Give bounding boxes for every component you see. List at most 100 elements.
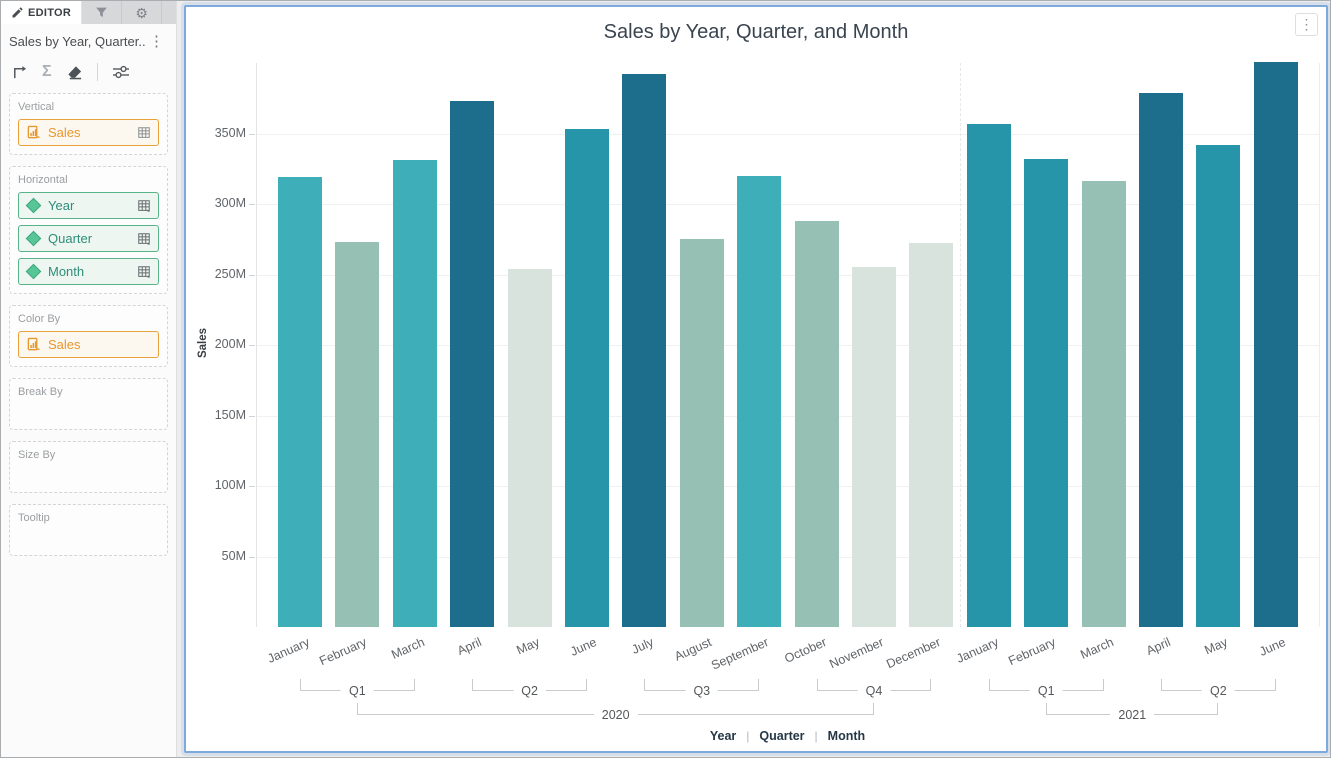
bar-march-2021[interactable] xyxy=(1081,181,1126,627)
well-size-by[interactable]: Size By xyxy=(9,441,168,493)
bar-may-2020[interactable] xyxy=(507,268,552,627)
widget-title: Sales by Year, Quarter... xyxy=(9,34,145,49)
bar-january-2020[interactable] xyxy=(278,177,322,627)
tabbar-filler xyxy=(162,1,176,24)
legend-level-year[interactable]: Year xyxy=(709,729,737,743)
quarter-bracket-q1-0: Q1 xyxy=(300,679,415,698)
bar-june-2020[interactable] xyxy=(565,129,609,627)
bar-april-2020[interactable] xyxy=(450,101,495,627)
bar-november-2020[interactable] xyxy=(852,267,896,627)
quarter-label: Q2 xyxy=(1202,684,1235,698)
bar-april-2021[interactable] xyxy=(1139,92,1183,627)
pencil-icon xyxy=(11,7,23,19)
legend-separator: | xyxy=(746,729,750,743)
dimension-icon xyxy=(25,230,42,247)
ytick-mark-100M xyxy=(249,486,255,487)
ytick-mark-50M xyxy=(249,556,255,558)
toolbar-divider xyxy=(96,63,98,81)
chart-kebab-button[interactable]: ⋮ xyxy=(1295,13,1318,36)
quarter-label: Q4 xyxy=(857,684,891,698)
well-color-by[interactable]: Color By Sales xyxy=(9,305,168,367)
editor-panel: EDITOR ⚙ Sales by Year, Quarter... ⋮ Σ xyxy=(1,1,177,757)
legend-separator: | xyxy=(814,729,818,743)
grid-icon[interactable] xyxy=(137,232,151,246)
grid-icon[interactable] xyxy=(137,199,151,213)
ytick-mark-300M xyxy=(249,204,255,205)
bar-february-2021[interactable] xyxy=(1024,158,1069,627)
swap-axes-icon[interactable] xyxy=(11,64,28,81)
quarter-bracket-q3-2: Q3 xyxy=(644,679,760,698)
bar-march-2020[interactable] xyxy=(392,160,437,627)
year-bracket-2021: 2021 xyxy=(1046,703,1219,722)
plot-right-border xyxy=(1319,63,1320,627)
bar-september-2020[interactable] xyxy=(737,175,782,627)
dimension-icon xyxy=(25,263,42,280)
quarter-label: Q2 xyxy=(513,684,546,698)
grid-icon[interactable] xyxy=(137,126,151,140)
bar-july-2020[interactable] xyxy=(622,74,667,627)
legend-level-month[interactable]: Month xyxy=(827,729,866,743)
gear-icon: ⚙ xyxy=(135,4,148,21)
field-pill-month[interactable]: Month xyxy=(18,258,159,285)
quarter-label: Q3 xyxy=(685,684,719,698)
well-horizontal-label: Horizontal xyxy=(18,174,68,186)
bar-october-2020[interactable] xyxy=(794,220,839,627)
well-horizontal[interactable]: Horizontal Year Quarter Month xyxy=(9,166,168,294)
gridline-200M xyxy=(256,345,1319,346)
gridline-300M xyxy=(256,204,1319,205)
widget-kebab-icon[interactable]: ⋮ xyxy=(149,32,164,50)
quarter-label: Q1 xyxy=(1029,684,1063,698)
eraser-icon[interactable] xyxy=(66,64,83,81)
year-separator-line xyxy=(960,63,962,627)
ytick-label: 300M xyxy=(214,196,246,210)
field-pill-quarter[interactable]: Quarter xyxy=(18,225,159,252)
options-icon[interactable] xyxy=(112,64,130,80)
bar-june-2021[interactable] xyxy=(1253,61,1298,627)
tab-editor[interactable]: EDITOR xyxy=(1,1,83,24)
grid-icon[interactable] xyxy=(137,265,151,279)
tab-editor-label: EDITOR xyxy=(28,6,72,19)
well-tooltip[interactable]: Tooltip xyxy=(9,504,168,556)
well-tooltip-label: Tooltip xyxy=(18,512,50,524)
bar-february-2020[interactable] xyxy=(335,242,380,627)
year-bracket-2020: 2020 xyxy=(357,703,874,722)
ytick-label: 200M xyxy=(214,337,246,351)
well-break-by[interactable]: Break By xyxy=(9,378,168,430)
field-pill-year[interactable]: Year xyxy=(18,192,159,219)
gridline-250M xyxy=(256,274,1319,276)
field-pill-sales-vertical[interactable]: Sales xyxy=(18,119,159,146)
quarter-bracket-q4-3: Q4 xyxy=(816,679,932,698)
quarter-bracket-q1-4: Q1 xyxy=(988,679,1104,698)
field-pill-label: Sales xyxy=(48,125,81,140)
dimension-icon xyxy=(25,197,42,214)
ytick-label: 100M xyxy=(214,478,246,492)
ytick-label: 150M xyxy=(214,407,246,422)
quarter-bracket-q2-5: Q2 xyxy=(1161,679,1276,698)
field-pill-label: Month xyxy=(48,264,85,279)
legend-level-quarter[interactable]: Quarter xyxy=(759,729,805,743)
bar-january-2021[interactable] xyxy=(966,123,1011,627)
field-pill-label: Sales xyxy=(48,337,81,352)
sigma-icon[interactable]: Σ xyxy=(42,63,52,80)
ytick-label: 50M xyxy=(221,548,246,563)
tab-filters[interactable] xyxy=(82,1,123,24)
plot-area: 50M 100M 150M 200M 250M 300M 350M January Februa… xyxy=(186,7,1326,751)
well-break-by-label: Break By xyxy=(18,386,63,398)
bar-may-2021[interactable] xyxy=(1196,144,1241,627)
well-vertical-label: Vertical xyxy=(18,101,55,113)
measure-icon xyxy=(26,125,41,140)
bar-august-2020[interactable] xyxy=(679,239,724,627)
editor-toolbar: Σ xyxy=(1,55,176,93)
gridline-350M xyxy=(256,133,1319,135)
y-axis-line xyxy=(256,63,257,627)
well-vertical[interactable]: Vertical Sales xyxy=(9,93,168,155)
year-label: 2021 xyxy=(1110,708,1155,722)
ytick-label: 350M xyxy=(214,125,246,140)
ytick-label: 250M xyxy=(214,266,246,281)
bar-december-2020[interactable] xyxy=(909,243,954,627)
editor-tabbar: EDITOR ⚙ xyxy=(1,1,176,24)
ytick-mark-350M xyxy=(249,133,255,135)
gridline-150M xyxy=(256,415,1319,417)
tab-settings[interactable]: ⚙ xyxy=(122,1,163,24)
field-pill-sales-color[interactable]: Sales xyxy=(18,331,159,358)
